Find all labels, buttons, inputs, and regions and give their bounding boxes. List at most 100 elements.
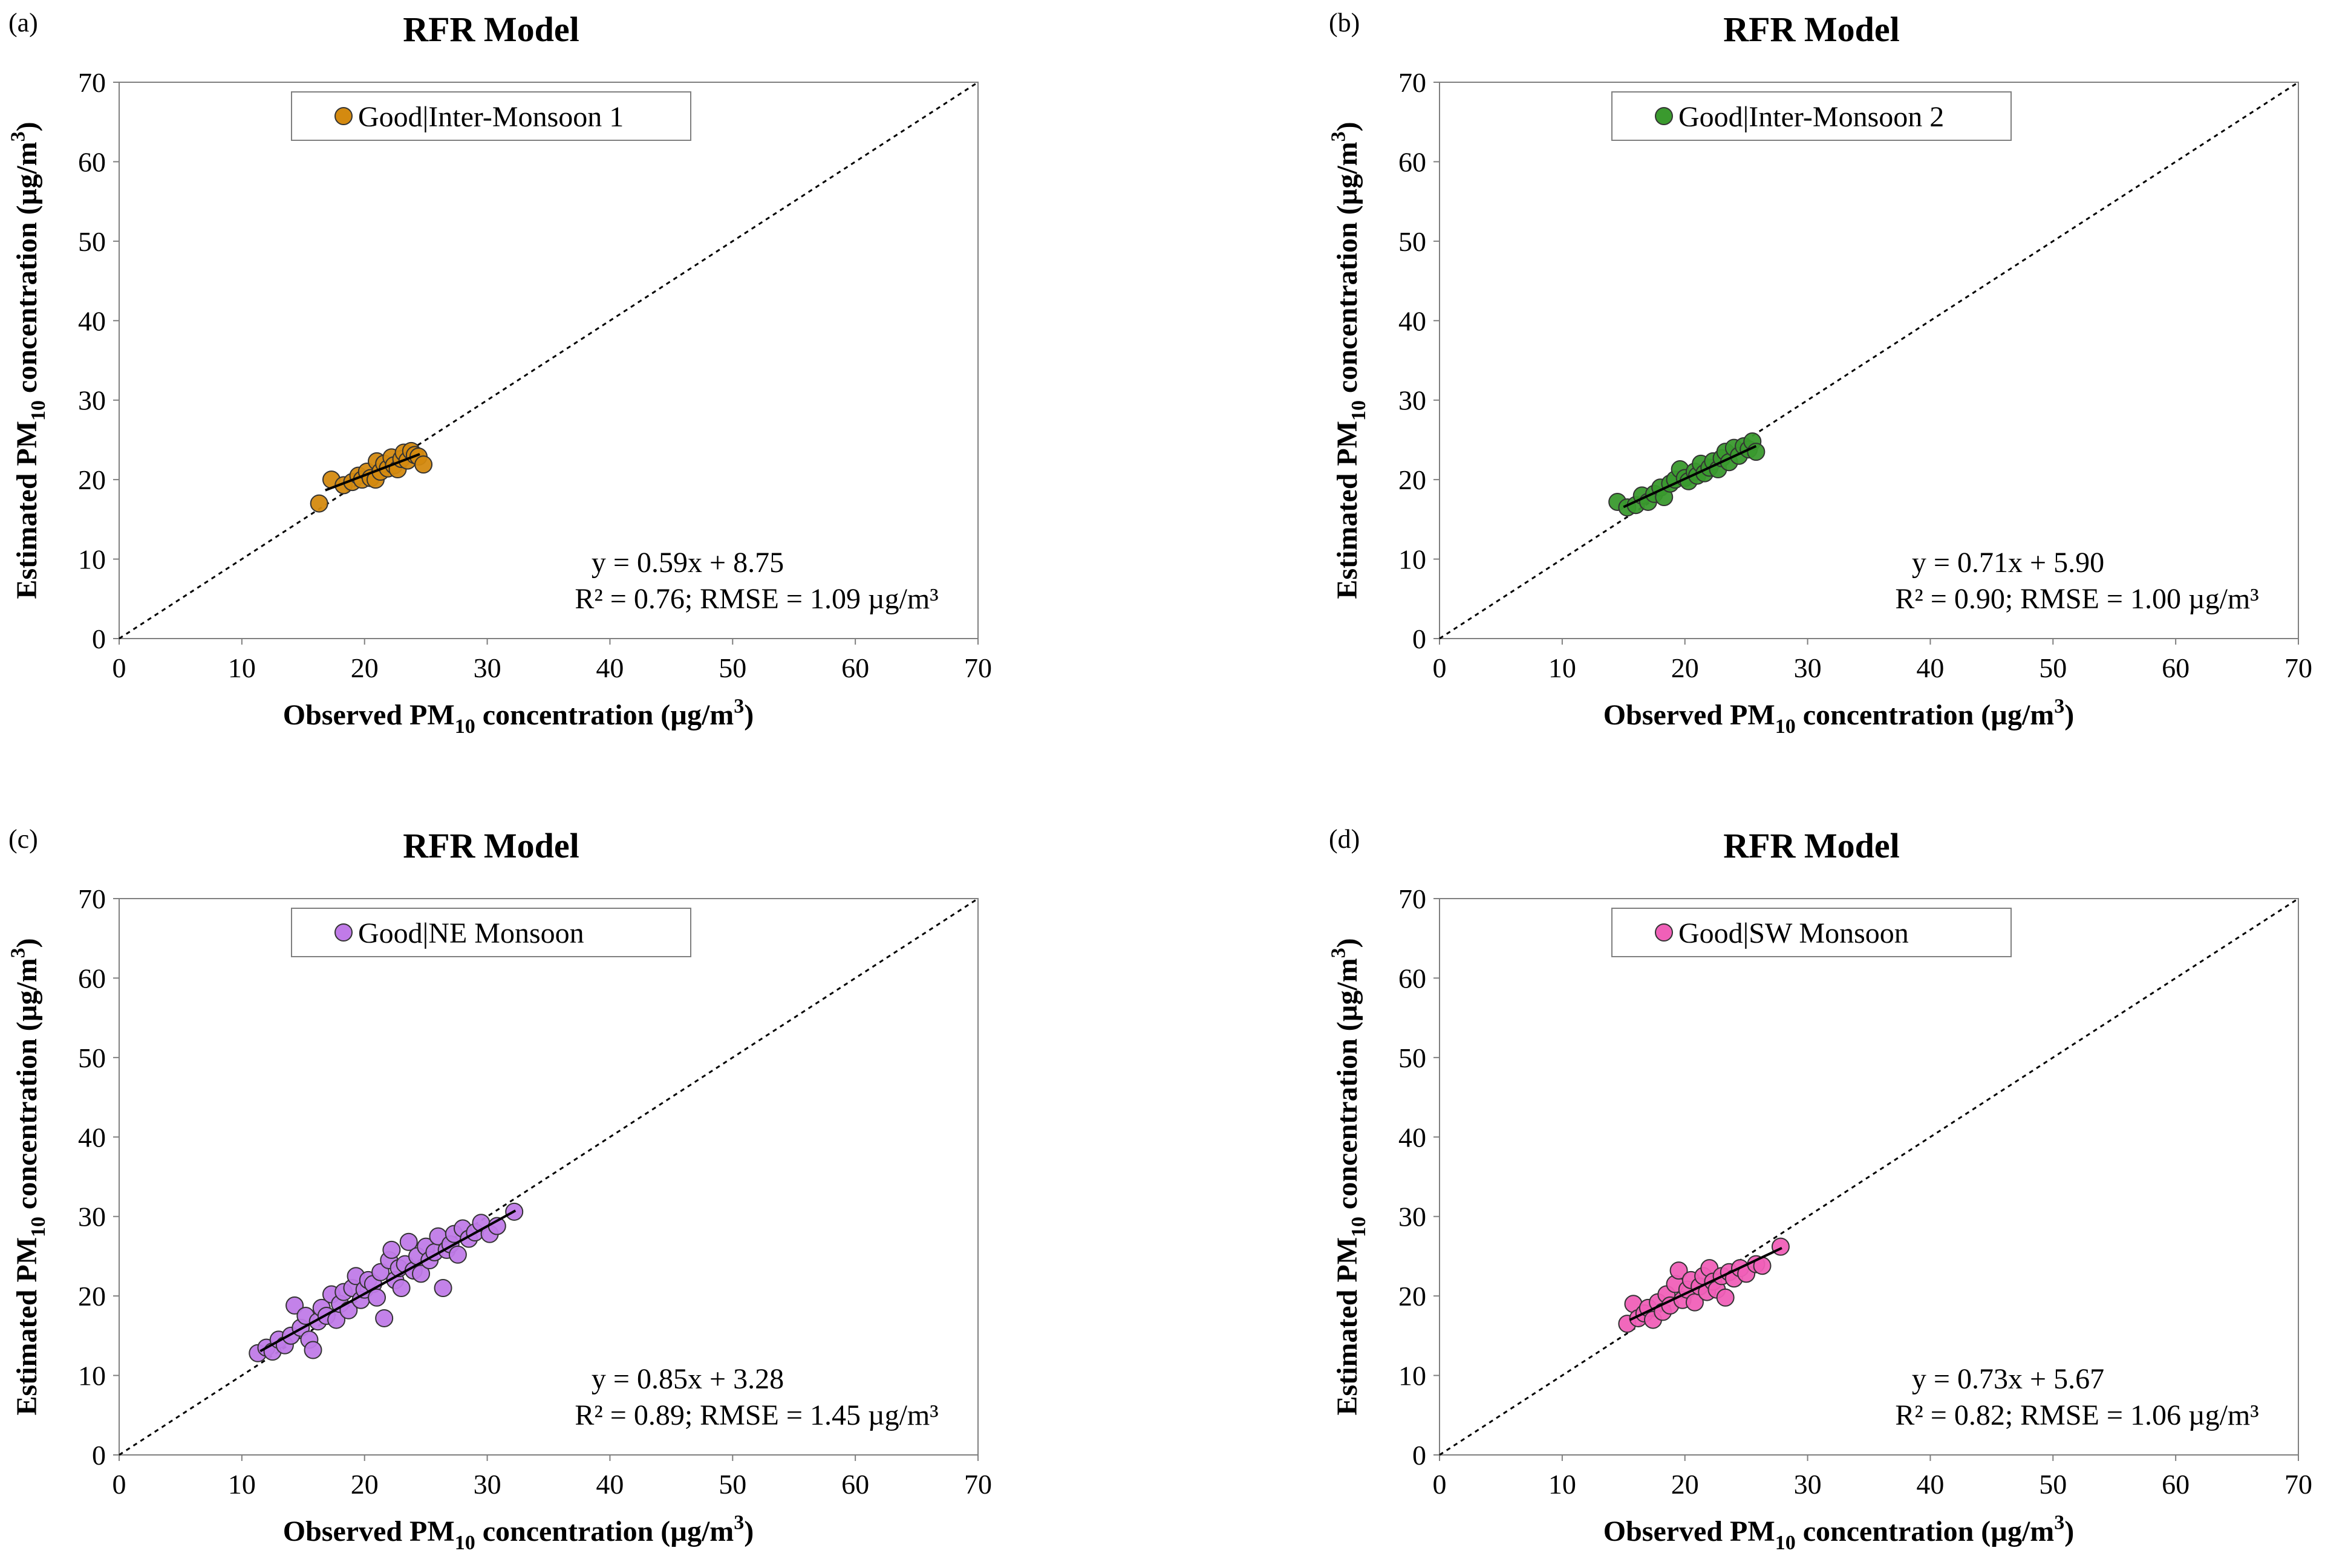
y-axis-label-part: ) <box>11 122 43 131</box>
legend-label: Good|Inter-Monsoon 1 <box>358 101 624 133</box>
y-tick-label: 50 <box>78 226 106 257</box>
x-tick-label: 0 <box>1433 1469 1447 1500</box>
x-axis-label: Observed PM10 concentration (µg/m3) <box>1603 1511 2075 1554</box>
legend-box <box>1611 91 2012 141</box>
regression-stats: R² = 0.89; RMSE = 1.45 µg/m³ <box>575 1399 938 1431</box>
legend-marker <box>334 923 353 942</box>
y-tick-label: 0 <box>1412 1440 1426 1471</box>
x-tick-label: 40 <box>1916 1469 1944 1500</box>
regression-equation: y = 0.71x + 5.90 <box>1912 547 2104 579</box>
plot-area-frame <box>1439 82 2299 639</box>
x-axis-label-part: ) <box>2064 699 2074 731</box>
y-tick-label: 20 <box>78 464 106 495</box>
y-axis-label-part: concentration (µg/m <box>1331 958 1363 1217</box>
y-axis-label-part: Estimated PM <box>1331 1237 1363 1416</box>
y-axis-label-part: Estimated PM <box>11 421 43 599</box>
regression-equation: y = 0.85x + 3.28 <box>592 1363 784 1395</box>
x-tick-label: 40 <box>1916 652 1944 683</box>
plot-area-frame <box>1439 898 2299 1456</box>
y-axis-label-part: Estimated PM <box>1331 421 1363 599</box>
chart-title: RFR Model <box>1723 826 1900 865</box>
legend-marker <box>334 107 353 125</box>
x-axis-label-part: 10 <box>1775 1532 1796 1554</box>
regression-stats: R² = 0.82; RMSE = 1.06 µg/m³ <box>1895 1399 2258 1431</box>
legend-label: Good|SW Monsoon <box>1678 917 1909 949</box>
x-tick-label: 50 <box>719 652 746 683</box>
y-tick-label: 60 <box>1398 963 1426 994</box>
data-point <box>1716 1288 1735 1307</box>
x-tick-label: 20 <box>351 1469 379 1500</box>
x-axis-label-part: 10 <box>1775 715 1796 738</box>
legend: Good|Inter-Monsoon 1 <box>291 91 691 141</box>
legend-marker <box>1655 107 1673 125</box>
x-tick-label: 0 <box>1433 652 1447 683</box>
legend-box <box>291 91 691 141</box>
chart-panel-d: (d) RFR Model 0 10 20 30 40 50 60 70 0 10 20 30 40 50 60… <box>1327 824 2312 1554</box>
panel-label: (b) <box>1329 8 1360 37</box>
chart-panel-b: (b) RFR Model 0 10 20 30 40 50 60 70 0 10 20 30 40 50 60… <box>1327 8 2312 738</box>
one-to-one-line <box>119 81 979 640</box>
y-tick-label: 10 <box>1398 544 1426 575</box>
y-tick-label: 40 <box>78 305 106 336</box>
data-point <box>434 1279 452 1297</box>
x-tick-label: 0 <box>112 652 126 683</box>
y-tick-label: 50 <box>78 1043 106 1073</box>
legend-box <box>291 908 691 957</box>
legend-marker <box>1655 923 1673 942</box>
x-axis-label: Observed PM10 concentration (µg/m3) <box>283 1511 754 1554</box>
y-tick-label: 0 <box>1412 623 1426 654</box>
data-point <box>304 1341 322 1359</box>
chart-panel-c: (c) RFR Model 0 10 20 30 40 50 60 70 0 10 20 30 40 50 60… <box>7 824 992 1554</box>
legend-box <box>1611 908 2012 957</box>
x-axis-label-part: concentration (µg/m <box>475 1515 734 1547</box>
regression-equation: y = 0.73x + 5.67 <box>1912 1363 2104 1395</box>
x-axis-label-part: Observed PM <box>1603 1515 1775 1547</box>
y-tick-label: 10 <box>78 1361 106 1391</box>
regression-line <box>325 453 420 492</box>
x-tick-label: 50 <box>719 1469 746 1500</box>
y-axis-label-part: concentration (µg/m <box>11 142 43 400</box>
y-tick-label: 30 <box>78 1202 106 1232</box>
x-axis-label: Observed PM10 concentration (µg/m3) <box>283 695 754 738</box>
y-tick-label: 70 <box>1398 67 1426 98</box>
y-tick-label: 70 <box>78 883 106 914</box>
y-axis-label-part: Estimated PM <box>11 1237 43 1416</box>
x-tick-label: 60 <box>841 652 869 683</box>
y-axis-label: Estimated PM10 concentration (µg/m3) <box>7 122 50 599</box>
y-tick-label: 70 <box>78 67 106 98</box>
x-axis-label-part: concentration (µg/m <box>1796 699 2055 731</box>
x-tick-label: 70 <box>2284 1469 2312 1500</box>
y-tick-label: 40 <box>1398 305 1426 336</box>
x-axis-label-part: ) <box>2064 1515 2074 1547</box>
y-axis-label-part: concentration (µg/m <box>1331 142 1363 400</box>
x-axis-label-part: 3 <box>2054 695 2064 717</box>
chart-panel-a: (a) RFR Model 0 10 20 30 40 50 60 70 0 10 20 30 40 50 60… <box>7 8 992 738</box>
y-axis-label: Estimated PM10 concentration (µg/m3) <box>1327 122 1370 599</box>
panel-label: (a) <box>8 8 38 37</box>
data-point <box>1747 443 1766 461</box>
x-tick-label: 10 <box>228 1469 256 1500</box>
data-point <box>382 1240 401 1259</box>
x-tick-label: 20 <box>1671 1469 1699 1500</box>
data-point <box>412 1264 431 1283</box>
x-axis-label-part: 10 <box>455 1532 475 1554</box>
data-point <box>392 1279 411 1297</box>
x-tick-label: 40 <box>596 652 624 683</box>
y-tick-label: 40 <box>78 1122 106 1153</box>
x-tick-label: 20 <box>1671 652 1699 683</box>
x-tick-label: 30 <box>1794 652 1822 683</box>
y-tick-label: 10 <box>1398 1361 1426 1391</box>
y-tick-label: 20 <box>1398 1281 1426 1312</box>
legend: Good|Inter-Monsoon 2 <box>1611 91 2012 141</box>
x-axis-label-part: Observed PM <box>1603 699 1775 731</box>
data-point <box>448 1245 467 1264</box>
data-point <box>1669 1261 1688 1280</box>
regression-line <box>1629 1246 1782 1321</box>
x-axis-label-part: ) <box>744 1515 754 1547</box>
y-tick-label: 30 <box>1398 385 1426 416</box>
x-tick-label: 60 <box>2162 652 2190 683</box>
y-tick-label: 60 <box>78 146 106 177</box>
y-axis-label-part: 10 <box>27 1217 50 1237</box>
one-to-one-line <box>1439 897 2299 1456</box>
